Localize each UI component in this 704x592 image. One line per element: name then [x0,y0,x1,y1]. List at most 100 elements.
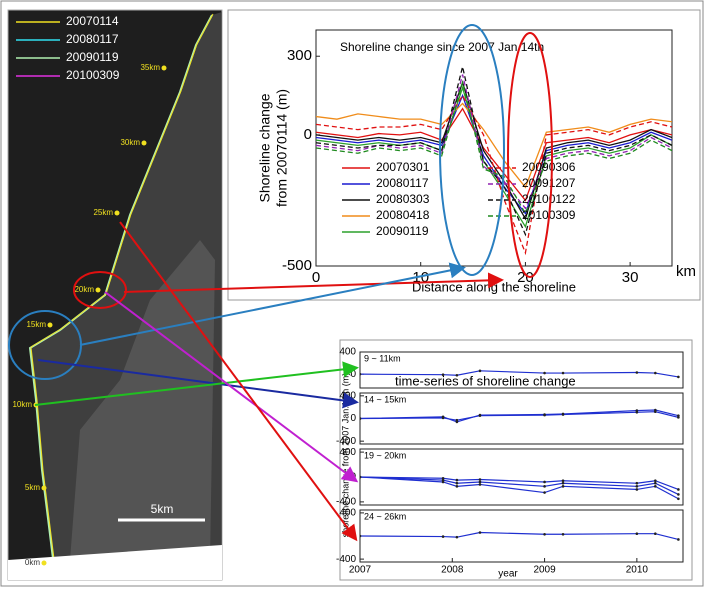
arrow [119,221,358,542]
point [654,371,657,375]
point [543,485,546,488]
scale-label: 5km [151,502,174,516]
series-group [360,475,680,501]
point [441,476,445,480]
plot-area [315,29,673,267]
km-marker [141,140,147,146]
y-tick-label: 400 [339,447,356,458]
point [677,416,680,419]
y-tick-label: -500 [282,257,312,274]
km-marker [161,65,167,71]
map: 20070114 20080117 20090119 20100309 35km 30km… [7,9,223,581]
km-label: 0km [25,558,40,567]
series-group [360,531,680,541]
y-axis-label: Shoreline change [257,93,273,202]
series-group [360,369,680,379]
point [654,410,657,414]
legend-label: 20070301 [376,160,430,174]
y-tick-label: 400 [339,508,356,519]
point [654,479,657,483]
km-label: 15km [26,320,46,329]
point [654,485,657,488]
panel-label: 24 ~ 26km [364,511,406,521]
series-line [316,102,672,189]
y-tick-label: 0 [304,126,312,143]
series-line [316,79,672,216]
legend-label: 20100122 [522,192,576,206]
arrow [37,359,359,409]
km-label: 20km [74,285,94,294]
point [478,480,482,484]
annotations [8,24,553,542]
series-line [316,66,672,237]
x-tick-label: 30 [622,269,639,286]
legend-label: 20080117 [66,32,119,46]
legend-label: 20080117 [376,176,429,190]
panel-label: 19 ~ 20km [364,450,406,460]
km-marker [95,287,101,293]
km-marker [47,322,53,328]
point [360,475,362,479]
point [543,413,546,417]
point [360,372,362,376]
point [635,532,639,535]
series-line [316,85,672,229]
series-line [316,93,672,215]
point [654,481,657,485]
point [543,491,546,494]
x-tick-label: 20 [517,269,534,286]
point [543,480,546,484]
highlight-ellipse [507,32,553,278]
shoreline [30,13,214,576]
point [360,534,362,538]
annotation: time-series of shoreline change [395,373,576,388]
highlight-ellipse [73,271,127,309]
x-tick-label: 2009 [533,565,556,576]
point [478,369,482,373]
point [455,485,459,488]
legend-label: 20090306 [522,160,576,174]
point [441,480,445,484]
point [455,418,459,422]
point [360,417,362,420]
point [543,532,546,536]
x-tick-label: 2007 [349,565,372,576]
km-marker [114,210,120,216]
point [635,481,639,485]
km-label: 30km [120,138,140,147]
legend-label: 20091207 [522,176,576,190]
legend-label: 20100309 [66,68,120,82]
point [561,371,565,375]
km-label: 25km [93,208,113,217]
y-tick-label: 300 [287,47,312,64]
point [478,531,482,534]
point [654,532,657,535]
panel-label: 9 ~ 11km [364,353,401,363]
point [455,478,459,482]
km-marker [41,560,47,566]
y-tick-label: -400 [336,554,356,565]
y-axis-label: from 20070114 (m) [274,89,290,207]
point [441,535,445,538]
y-tick-label: 0 [350,369,356,380]
point [677,493,680,496]
legend-label: 20090119 [376,224,429,238]
point [455,481,459,485]
point [677,497,680,501]
km-label: 5km [25,483,40,492]
x-tick-label: 2010 [626,565,649,576]
point [561,481,565,485]
series-line [316,107,672,202]
arrow [79,262,466,346]
series-group [360,408,680,424]
arrow [104,291,359,483]
legend-label: 20080303 [376,192,430,206]
point [478,414,482,417]
highlight-ellipse [439,24,505,276]
arrow [34,361,359,406]
point [441,416,445,420]
panel-label: 14 ~ 15km [364,394,406,404]
point [677,538,680,541]
